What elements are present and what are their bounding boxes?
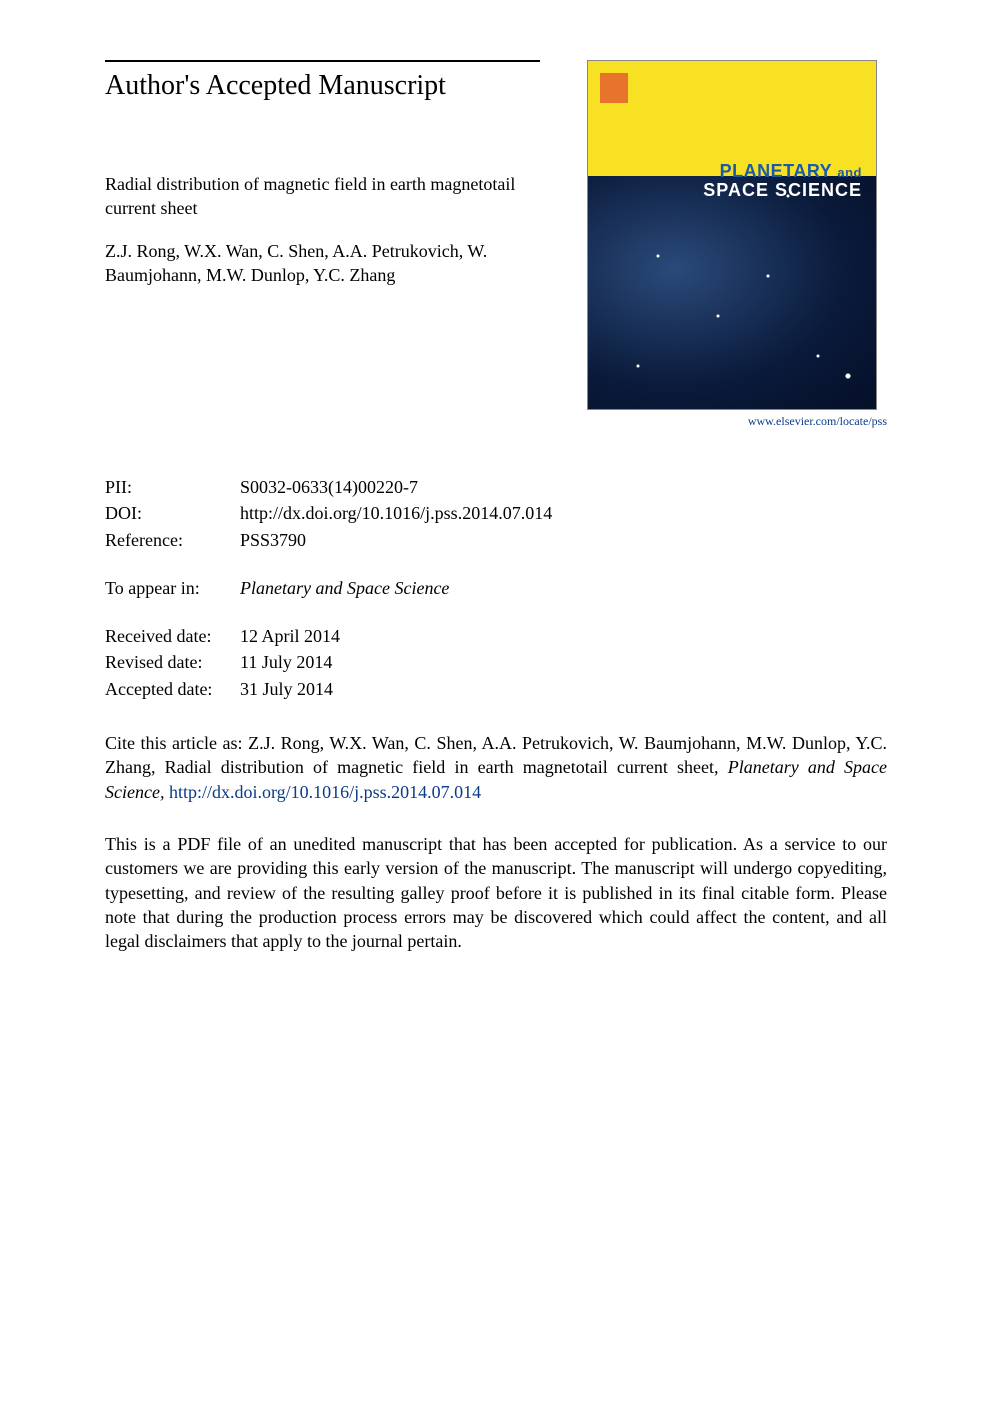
journal-cover: PLANETARY and SPACE SCIENCE (587, 60, 877, 410)
cover-title-line2: SPACE SCIENCE (703, 180, 862, 201)
revised-value: 11 July 2014 (240, 650, 340, 676)
cover-stars-decoration (588, 176, 876, 409)
left-column: Author's Accepted Manuscript Radial dist… (105, 60, 540, 305)
revised-row: Revised date: 11 July 2014 (105, 650, 340, 676)
citation-doi-link[interactable]: http://dx.doi.org/10.1016/j.pss.2014.07.… (169, 782, 481, 802)
metadata-block: PII: S0032-0633(14)00220-7 DOI: http://d… (105, 475, 887, 703)
article-title: Radial distribution of magnetic field in… (105, 172, 540, 221)
cover-title-planetary: PLANETARY (720, 161, 832, 181)
cover-title-line1: PLANETARY and (703, 161, 862, 182)
journal-cover-wrap: PLANETARY and SPACE SCIENCE www.elsevier… (587, 60, 887, 430)
citation-paragraph: Cite this article as: Z.J. Rong, W.X. Wa… (105, 731, 887, 804)
to-appear-label: To appear in: (105, 576, 240, 602)
reference-label: Reference: (105, 528, 240, 554)
cover-top-band (588, 61, 876, 176)
disclaimer-paragraph: This is a PDF file of an unedited manusc… (105, 832, 887, 953)
dates-table: Received date: 12 April 2014 Revised dat… (105, 624, 340, 703)
to-appear-journal: Planetary and Space Science (240, 576, 449, 602)
to-appear-row: To appear in: Planetary and Space Scienc… (105, 576, 449, 602)
pii-row: PII: S0032-0633(14)00220-7 (105, 475, 552, 501)
accepted-manuscript-heading: Author's Accepted Manuscript (105, 70, 540, 102)
cover-journal-title: PLANETARY and SPACE SCIENCE (703, 161, 862, 201)
pii-label: PII: (105, 475, 240, 501)
accepted-row: Accepted date: 31 July 2014 (105, 677, 340, 703)
pii-value: S0032-0633(14)00220-7 (240, 475, 552, 501)
manuscript-page: Author's Accepted Manuscript Radial dist… (0, 0, 992, 1031)
doi-row: DOI: http://dx.doi.org/10.1016/j.pss.201… (105, 501, 552, 527)
reference-value: PSS3790 (240, 528, 552, 554)
metadata-table: PII: S0032-0633(14)00220-7 DOI: http://d… (105, 475, 552, 554)
accepted-label: Accepted date: (105, 677, 240, 703)
cover-title-and: and (837, 165, 862, 180)
received-value: 12 April 2014 (240, 624, 340, 650)
accepted-value: 31 July 2014 (240, 677, 340, 703)
journal-locate-link[interactable]: www.elsevier.com/locate/pss (748, 414, 887, 429)
author-list: Z.J. Rong, W.X. Wan, C. Shen, A.A. Petru… (105, 239, 540, 288)
revised-label: Revised date: (105, 650, 240, 676)
received-label: Received date: (105, 624, 240, 650)
top-row: Author's Accepted Manuscript Radial dist… (105, 60, 887, 430)
to-appear-table: To appear in: Planetary and Space Scienc… (105, 576, 449, 602)
elsevier-logo-icon (600, 73, 628, 103)
received-row: Received date: 12 April 2014 (105, 624, 340, 650)
doi-label: DOI: (105, 501, 240, 527)
reference-row: Reference: PSS3790 (105, 528, 552, 554)
doi-value: http://dx.doi.org/10.1016/j.pss.2014.07.… (240, 501, 552, 527)
title-rule (105, 60, 540, 62)
